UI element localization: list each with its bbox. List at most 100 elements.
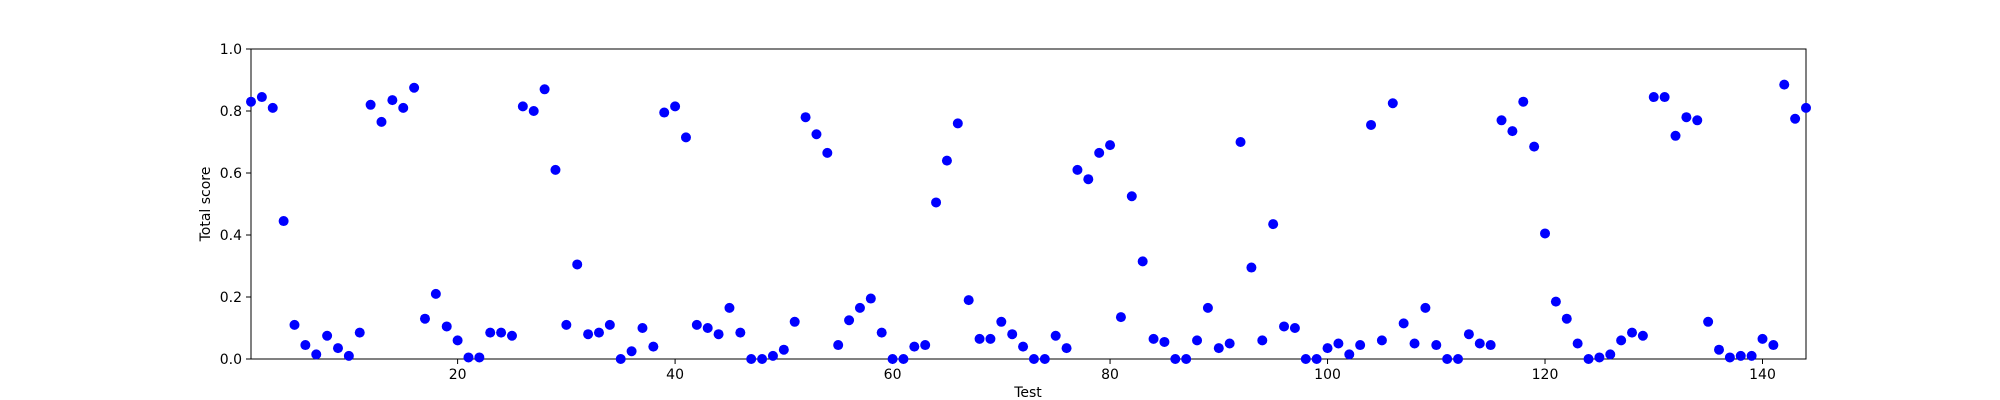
data-point [1366,119,1377,130]
data-point [593,327,604,338]
data-point [789,316,800,327]
data-point [735,327,746,338]
data-point [409,82,420,93]
data-point [1474,338,1485,349]
data-point [1268,219,1279,230]
data-point [572,259,583,270]
data-point [354,327,365,338]
data-point [1485,340,1496,351]
data-point [920,340,931,351]
data-point [1409,338,1420,349]
data-point [778,344,789,355]
plot-area-frame [250,48,1807,360]
data-point [1105,140,1116,151]
data-point [398,102,409,113]
data-point [887,354,898,364]
data-point [1376,335,1387,346]
y-tick-label: 1.0 [220,42,242,58]
data-point [300,340,311,351]
data-point [1333,338,1344,349]
data-point [1757,333,1768,344]
data-point [1801,102,1811,113]
data-point [496,327,507,338]
data-point [1659,92,1670,103]
data-point [974,333,985,344]
x-tick-label: 40 [666,367,684,383]
data-point [1246,262,1257,273]
data-point [1311,354,1322,364]
data-point [702,323,713,333]
data-point [1692,115,1703,126]
data-point [909,341,920,352]
data-point [1496,115,1507,126]
data-point [506,330,517,341]
data-point [1300,354,1311,364]
data-point [1192,335,1203,346]
data-point [311,349,322,360]
x-tick-label: 20 [449,367,467,383]
x-axis: 20 40 60 80 100 120 140 [449,359,1776,383]
data-point [1724,352,1735,363]
y-tick-label: 0.4 [220,228,242,244]
data-point [289,319,300,330]
data-point [996,316,1007,327]
data-point [278,216,289,227]
data-point [1442,354,1453,364]
data-point [1126,191,1137,202]
data-point [648,341,659,352]
data-point [1637,330,1648,341]
data-point [757,354,768,364]
data-point [626,346,637,357]
data-point [1279,321,1290,332]
data-point [1115,312,1126,323]
data-point [1616,335,1627,346]
data-point [246,96,256,107]
data-point [463,352,474,363]
y-tick-label: 0.0 [220,352,242,368]
data-point [485,327,496,338]
data-point [1213,343,1224,354]
data-point [811,129,822,140]
data-point [376,116,387,127]
data-points [246,79,1811,364]
data-point [876,327,887,338]
data-point [854,302,865,313]
data-point [865,293,876,304]
data-point [1344,349,1355,360]
data-point [1159,336,1170,347]
data-point [1257,335,1268,346]
data-point [1518,96,1529,107]
data-point [767,350,778,361]
data-point [1137,256,1148,267]
data-point [985,333,996,344]
y-tick-label: 0.2 [220,290,242,306]
x-tick-label: 100 [1314,367,1341,383]
y-axis-label: Total score [198,167,214,243]
data-point [1235,137,1246,147]
data-point [691,319,702,330]
data-point [1050,330,1061,341]
data-point [1007,329,1018,340]
data-point [1550,296,1561,307]
data-point [474,352,485,363]
data-point [1583,354,1594,364]
data-point [539,84,550,95]
data-point [1790,113,1801,124]
data-point [1735,350,1746,361]
data-point [822,147,833,158]
data-point [1768,340,1779,351]
data-point [1387,98,1398,109]
data-point [833,340,844,351]
data-point [1322,343,1333,354]
data-point [1561,313,1572,324]
x-axis-label: Test [1013,385,1042,400]
data-point [1572,338,1583,349]
data-point [550,164,561,175]
x-tick-label: 60 [884,367,902,383]
data-point [898,354,909,364]
data-point [1431,340,1442,351]
data-point [430,288,441,299]
y-tick-label: 0.8 [220,104,242,120]
